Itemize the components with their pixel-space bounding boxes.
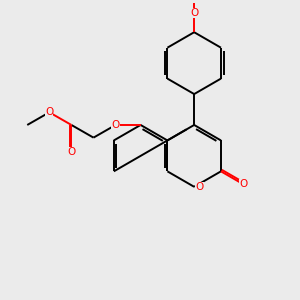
Text: O: O xyxy=(195,182,204,192)
Text: O: O xyxy=(67,147,76,157)
Text: O: O xyxy=(45,107,53,117)
Text: O: O xyxy=(190,8,198,18)
Text: O: O xyxy=(112,120,120,130)
Text: O: O xyxy=(239,179,248,189)
